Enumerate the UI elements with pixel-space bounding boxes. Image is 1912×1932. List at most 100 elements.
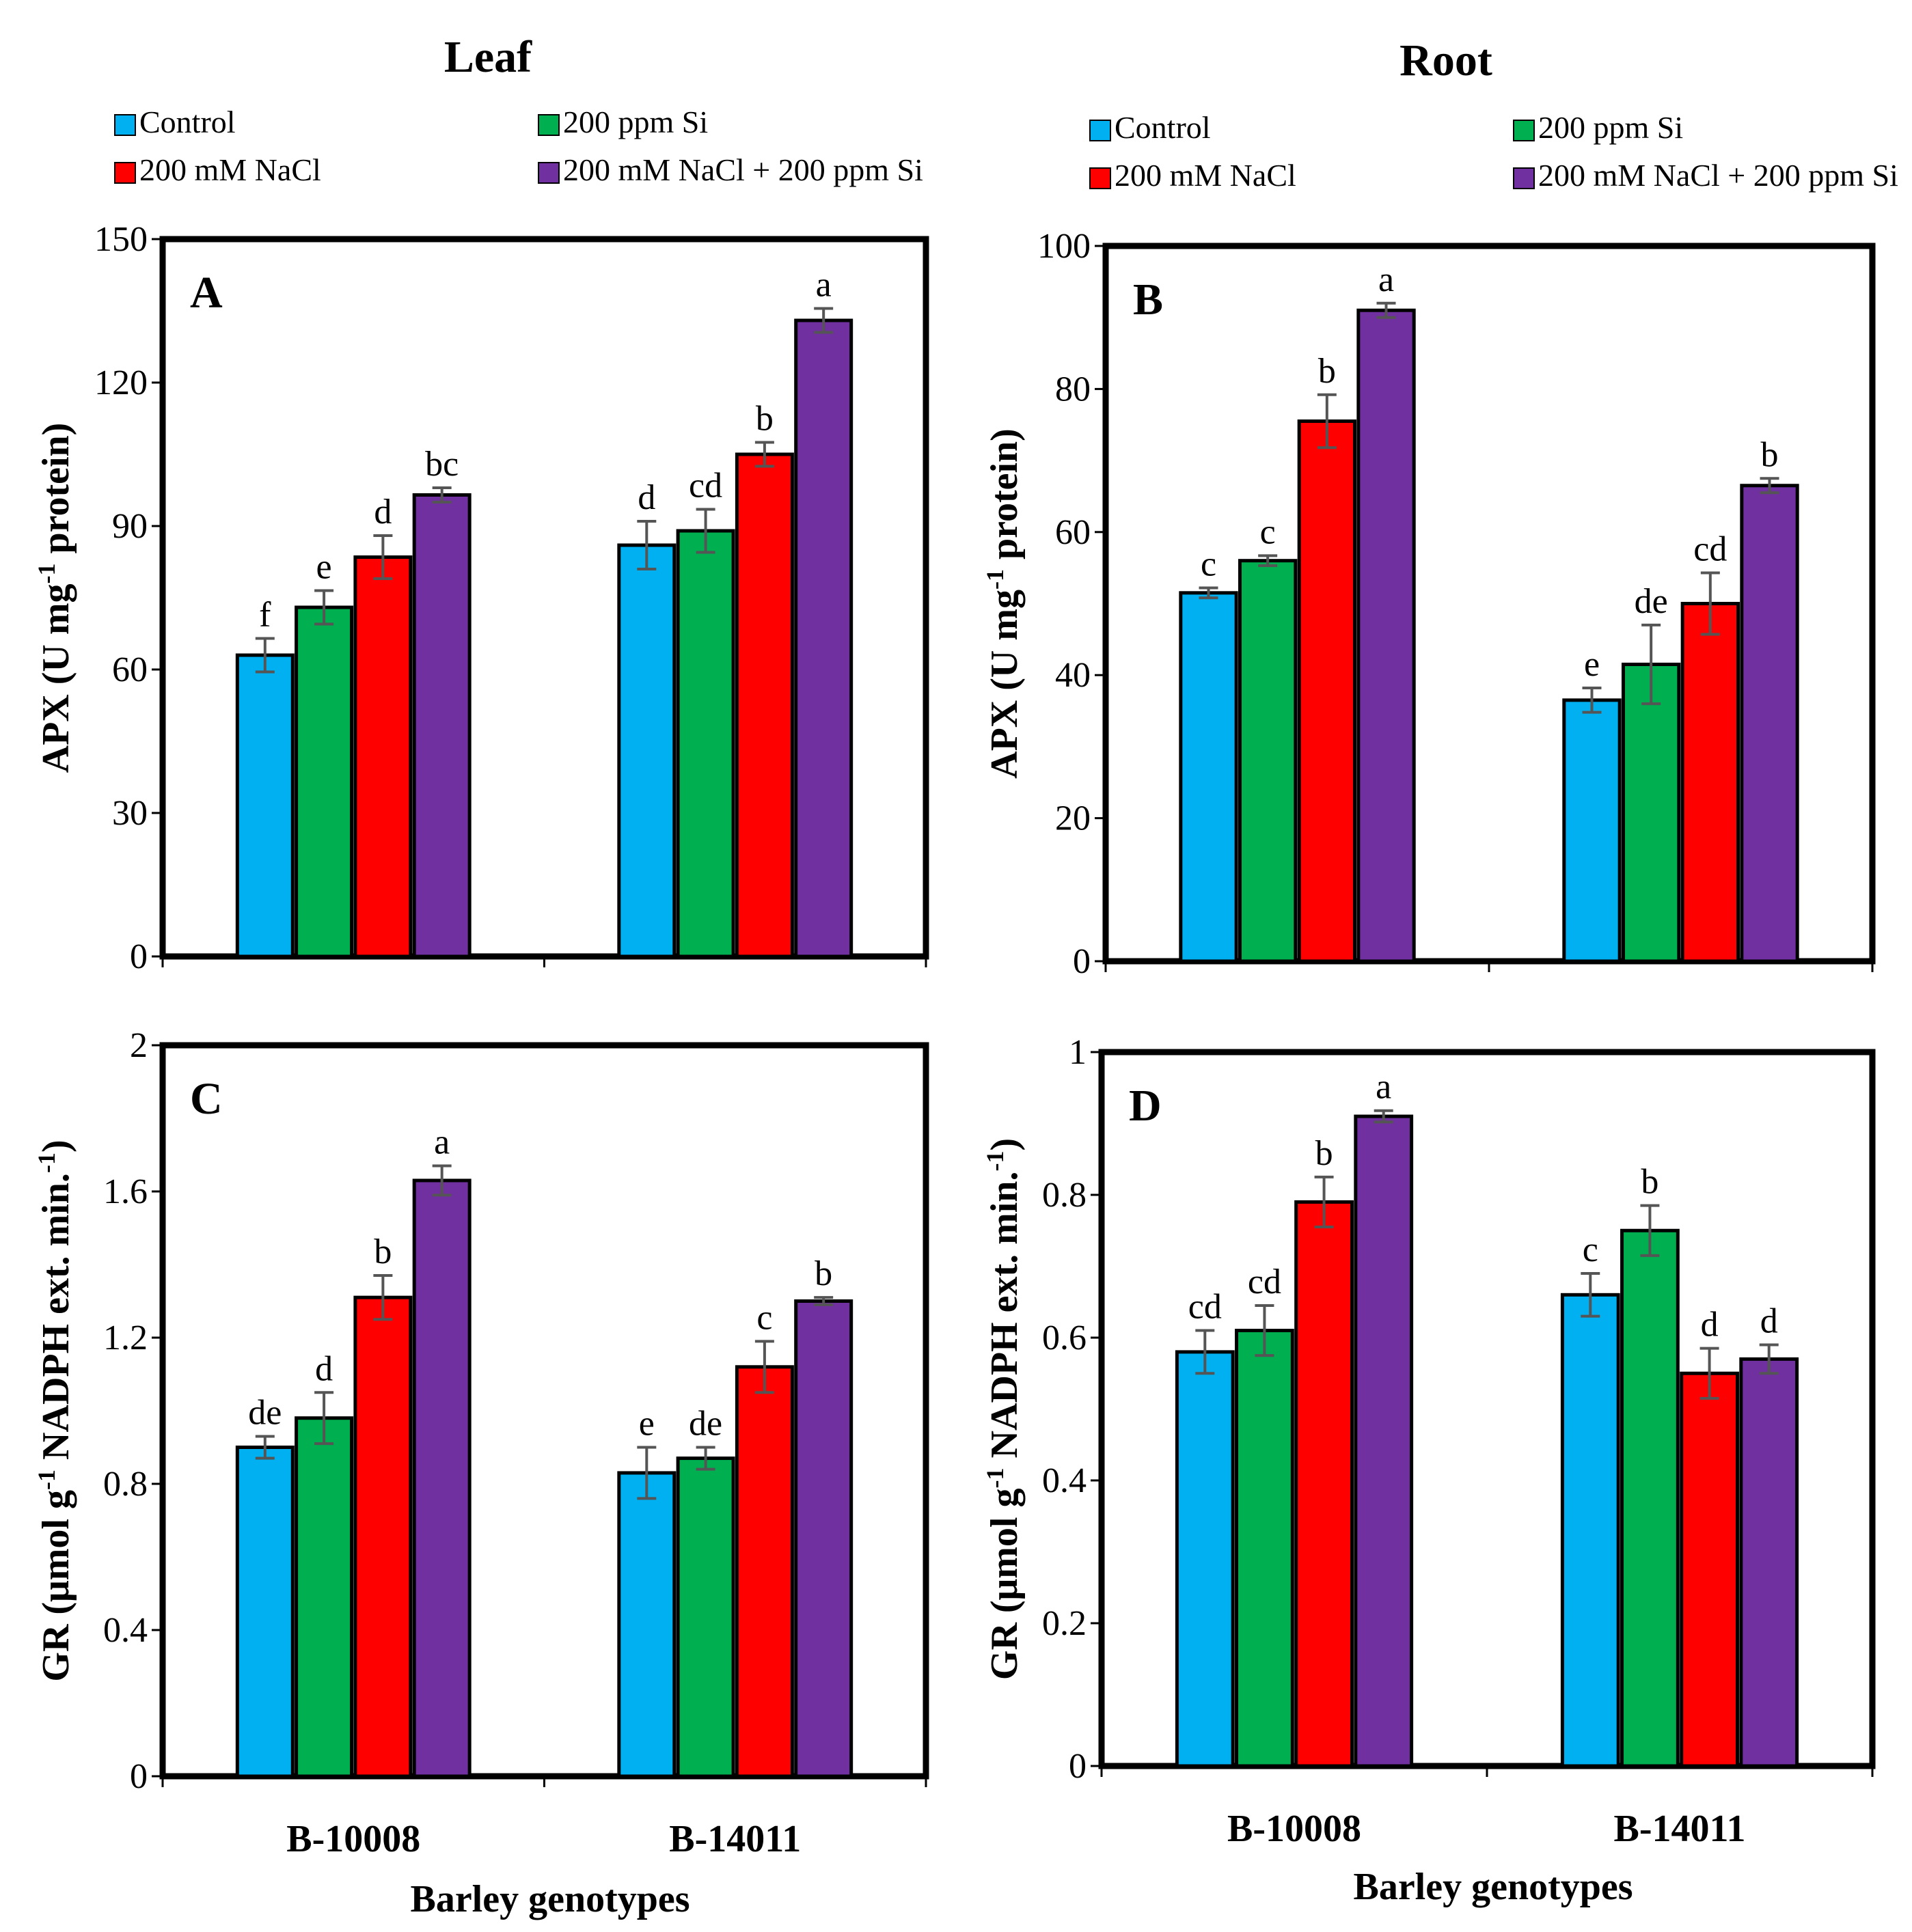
y-tick-label: 0.4 (1042, 1461, 1087, 1500)
y-tick-label: 0.6 (1042, 1319, 1087, 1357)
bar-b-14011-series-3 (1680, 602, 1740, 963)
legend-label-3: 200 mM NaCl (1115, 158, 1296, 193)
bar-b-14011-series-1 (617, 543, 677, 958)
y-tick-label: 0 (1069, 1747, 1087, 1786)
category-label-b-14011: B-14011 (669, 1818, 801, 1860)
bar-b-10008-series-1 (1175, 1350, 1235, 1768)
significance-letter: b (1641, 1163, 1658, 1202)
y-tick-label: 1 (1069, 1033, 1087, 1072)
bar-b-14011-series-4 (1740, 484, 1799, 963)
y-tick-label: 60 (1055, 513, 1091, 552)
bar-b-14011-series-1 (617, 1471, 677, 1778)
legend-label-1: Control (1115, 110, 1211, 145)
y-tick-label: 0.2 (1042, 1604, 1087, 1643)
y-tick-label: 150 (94, 220, 148, 259)
y-tick-label: 90 (112, 507, 148, 546)
legend-swatch-1 (114, 114, 136, 136)
bar-b-10008-series-1 (235, 1446, 295, 1778)
x-axis-title-leaf: Barley genotypes (410, 1878, 689, 1920)
y-tick-label: 0 (130, 937, 148, 976)
significance-letter: c (756, 1298, 772, 1337)
significance-letter: cd (689, 467, 722, 506)
significance-letter: cd (1188, 1288, 1222, 1327)
y-tick-label: 0.8 (1042, 1176, 1087, 1215)
significance-letter: b (815, 1254, 832, 1293)
significance-letter: e (639, 1405, 655, 1444)
category-label-b-10008: B-10008 (1227, 1808, 1361, 1850)
bar-b-14011-series-4 (794, 318, 853, 958)
category-label-b-14011: B-14011 (1614, 1808, 1746, 1850)
y-tick-label: 0 (1073, 942, 1091, 981)
significance-letter: b (374, 1232, 392, 1271)
y-tick-label: 30 (112, 794, 148, 833)
bar-b-10008-series-1 (1179, 591, 1238, 963)
category-label-b-10008: B-10008 (286, 1818, 420, 1860)
bar-b-14011-series-3 (735, 452, 794, 958)
legend-swatch-1 (1089, 120, 1111, 141)
bar-b-10008-series-3 (353, 1295, 413, 1778)
bar-b-10008-series-3 (1297, 419, 1357, 963)
bar-b-10008-series-3 (1294, 1200, 1354, 1768)
y-tick-label: 0.8 (103, 1465, 148, 1504)
bar-b-14011-series-3 (735, 1365, 794, 1778)
significance-letter: d (1760, 1301, 1778, 1340)
bar-b-10008-series-3 (353, 555, 413, 958)
bar-b-14011-series-2 (676, 529, 735, 958)
significance-letter: f (259, 596, 271, 635)
bar-b-14011-series-2 (1621, 662, 1681, 963)
y-tick-label: 1.6 (103, 1172, 148, 1211)
bar-b-14011-series-1 (1560, 1293, 1620, 1768)
bar-b-10008-series-4 (412, 1178, 472, 1778)
bar-b-10008-series-1 (235, 653, 295, 958)
y-tick-label: 80 (1055, 370, 1091, 409)
legend-swatch-3 (1089, 167, 1111, 189)
significance-letter: d (638, 478, 655, 517)
y-axis-label: GR (μmol g-1 NADPH ext. min.-1) (981, 1138, 1026, 1680)
significance-letter: b (756, 400, 774, 439)
significance-letter: a (816, 266, 832, 305)
panel-letter: C (190, 1074, 223, 1124)
legend-swatch-3 (114, 162, 136, 184)
significance-letter: de (248, 1393, 282, 1432)
bar-b-10008-series-4 (1356, 308, 1416, 963)
significance-letter: a (1376, 1068, 1391, 1107)
y-tick-label: 120 (94, 363, 148, 402)
significance-letter: b (1318, 352, 1336, 391)
legend-root: Control 200 ppm Si 200 mM NaCl 200 mM NaCl … (1089, 110, 1898, 193)
legend-label-4: 200 mM NaCl + 200 ppm Si (563, 152, 923, 187)
chart-panel-d: 0 0.2 0.4 0.6 0.8 1 D GR (μmol g-1 NADPH ext. m… (981, 1033, 1876, 1850)
bar-b-10008-series-2 (295, 605, 354, 958)
panel-letter: D (1129, 1081, 1162, 1131)
bar-b-14011-series-2 (1620, 1228, 1680, 1768)
significance-letter: e (1584, 645, 1600, 684)
x-axis-title-root: Barley genotypes (1353, 1866, 1633, 1908)
y-tick-label: 0.4 (103, 1611, 148, 1650)
significance-letter: c (1260, 512, 1276, 551)
legend-label-2: 200 ppm Si (1538, 110, 1683, 145)
significance-letter: cd (1693, 529, 1727, 568)
legend-swatch-2 (1513, 120, 1535, 141)
significance-letter: d (315, 1349, 333, 1388)
significance-letter: a (434, 1123, 450, 1162)
significance-letter: de (1635, 582, 1668, 621)
significance-letter: e (316, 548, 332, 587)
legend-label-1: Control (139, 105, 236, 139)
significance-letter: d (374, 493, 392, 532)
y-tick-label: 0 (130, 1757, 148, 1796)
significance-letter: a (1378, 260, 1394, 299)
legend-swatch-2 (538, 114, 560, 136)
bar-b-10008-series-2 (295, 1416, 354, 1778)
legend-label-2: 200 ppm Si (563, 105, 708, 139)
bar-b-14011-series-4 (794, 1299, 853, 1778)
significance-letter: b (1761, 435, 1779, 474)
chart-panel-c: 0 0.4 0.8 1.2 1.6 2 C GR (μmol g-1 NADPH ext. m… (33, 1026, 929, 1860)
significance-letter: de (689, 1405, 722, 1444)
y-tick-label: 20 (1055, 799, 1091, 838)
bar-b-14011-series-1 (1562, 698, 1622, 963)
significance-letter: cd (1248, 1262, 1281, 1301)
bar-b-10008-series-2 (1235, 1329, 1294, 1768)
panel-letter: B (1133, 275, 1163, 325)
bar-b-10008-series-4 (412, 493, 472, 958)
